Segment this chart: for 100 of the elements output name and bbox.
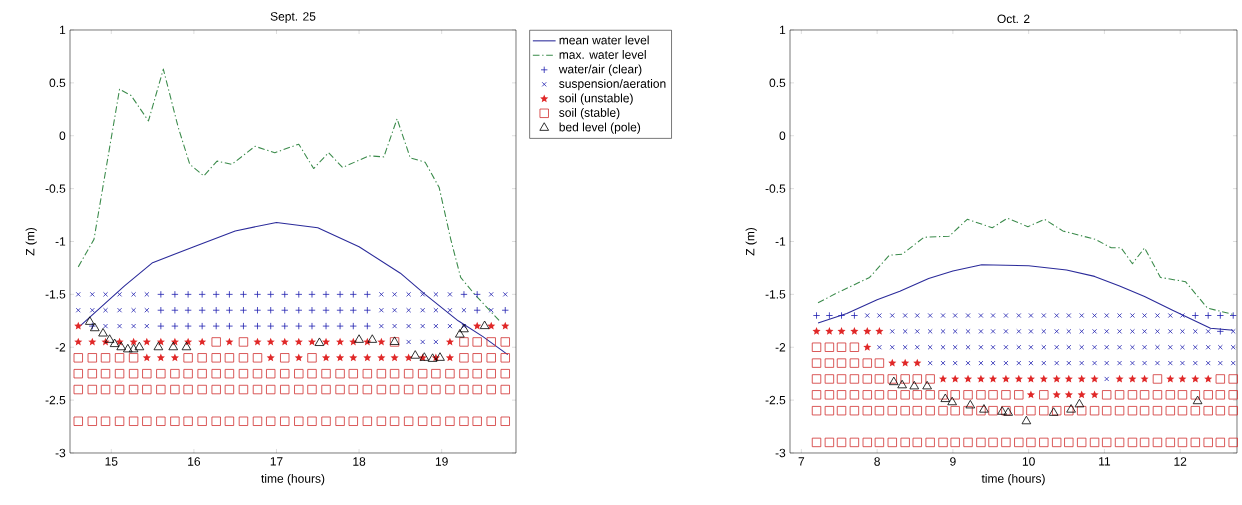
point [295,306,303,314]
point [267,306,275,314]
x-tick-label: 19 [435,457,448,466]
point [144,307,150,313]
point [89,291,95,297]
point [473,306,481,314]
x-tick-label: 9 [950,457,956,466]
point [863,327,872,335]
point [363,322,371,330]
x-tick-label: 15 [105,457,118,466]
point [406,291,412,297]
y-tick-label: 1 [779,25,786,35]
point [117,291,123,297]
point [144,323,150,329]
point [947,396,957,406]
point [447,291,453,297]
point [281,306,289,314]
point [1064,390,1073,399]
point [253,290,262,298]
point [142,353,151,362]
point [404,353,413,362]
point [951,374,960,383]
y-tick-label: -1 [55,237,66,246]
point [433,291,439,297]
point [308,290,316,298]
point [963,374,973,383]
point [321,353,331,362]
point [109,338,120,347]
point [157,290,165,298]
point [406,339,412,345]
x-tick-label: 12 [1174,457,1187,466]
x-axis-title: time (hours) [981,474,1045,486]
point [1052,390,1061,399]
y-tick-label: -2 [775,343,786,352]
point [225,322,234,330]
x-tick-label: 11 [1099,457,1111,466]
point [308,306,316,314]
point [198,322,206,330]
point [198,337,207,346]
point [354,334,364,343]
point [1039,374,1048,383]
point [1077,374,1086,383]
legend-label: suspension/aeration [559,79,666,91]
point [144,291,150,297]
point [1191,311,1199,320]
point [433,339,439,345]
point [420,291,426,297]
point [1052,374,1061,383]
point [103,323,108,329]
point [322,306,330,314]
point [239,306,248,314]
point [909,380,920,390]
point [1166,374,1175,383]
point [98,328,108,337]
point [294,353,303,362]
line-series [817,217,1234,315]
point [128,343,139,353]
point [314,337,325,346]
point [131,307,137,313]
point [390,353,399,362]
point [502,291,508,297]
point [349,290,357,298]
point [157,306,165,314]
point [1077,390,1086,399]
point [170,353,179,362]
y-tick-label: 0 [779,131,786,140]
point [488,307,494,313]
point [349,306,357,314]
point [253,337,262,346]
point [89,307,95,313]
point [938,374,948,383]
point [447,307,453,313]
point [123,343,133,353]
chart-title: Sept. 25 [270,12,316,24]
y-tick-label: -1.5 [765,290,786,299]
point [134,341,145,351]
point [988,374,998,383]
point [103,291,108,297]
point [420,339,426,345]
point [307,337,317,346]
y-tick-label: 0.5 [49,78,66,88]
point [1026,374,1035,383]
point [336,353,345,362]
point [377,353,386,362]
legend-label: mean water level [559,35,649,45]
point [1064,374,1073,383]
point [281,290,289,298]
point [392,323,398,329]
point [455,329,465,338]
point [1178,374,1187,383]
point [117,323,123,329]
point [501,306,509,314]
point [420,307,426,313]
point [129,337,138,346]
point [976,374,985,383]
x-tick-label: 8 [874,457,880,466]
point [965,399,976,409]
point [1216,327,1224,335]
point [875,327,884,335]
point [1074,398,1085,408]
